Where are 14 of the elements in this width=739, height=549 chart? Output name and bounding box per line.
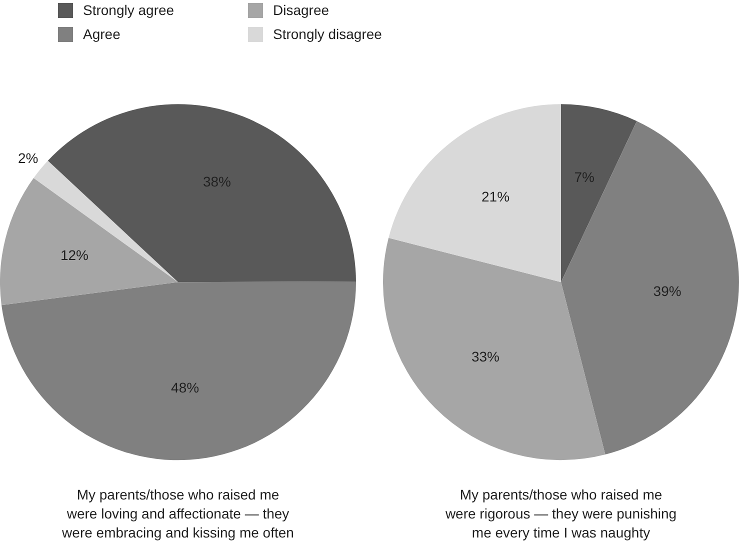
data-label: 12% bbox=[60, 246, 88, 263]
text: My parents/those who raised me were loving and affectionate — they were embracing and kissing me often bbox=[61, 486, 294, 540]
text: My parents/those who raised me were rigorous — they were punishing me every time I was naughty bbox=[444, 486, 677, 540]
legend-label: Strongly disagree bbox=[272, 26, 383, 42]
data-label: 2% bbox=[18, 150, 38, 166]
legend-label: Disagree bbox=[272, 2, 330, 18]
data-label: 39% bbox=[653, 283, 682, 300]
data-label: 7% bbox=[574, 168, 594, 185]
data-label: 33% bbox=[471, 348, 500, 365]
data-label: 21% bbox=[482, 188, 510, 205]
legend-label: Strongly agree bbox=[82, 2, 176, 18]
data-label: 48% bbox=[171, 380, 200, 396]
data-label: 38% bbox=[202, 174, 231, 190]
legend-label: Agree bbox=[82, 26, 122, 42]
